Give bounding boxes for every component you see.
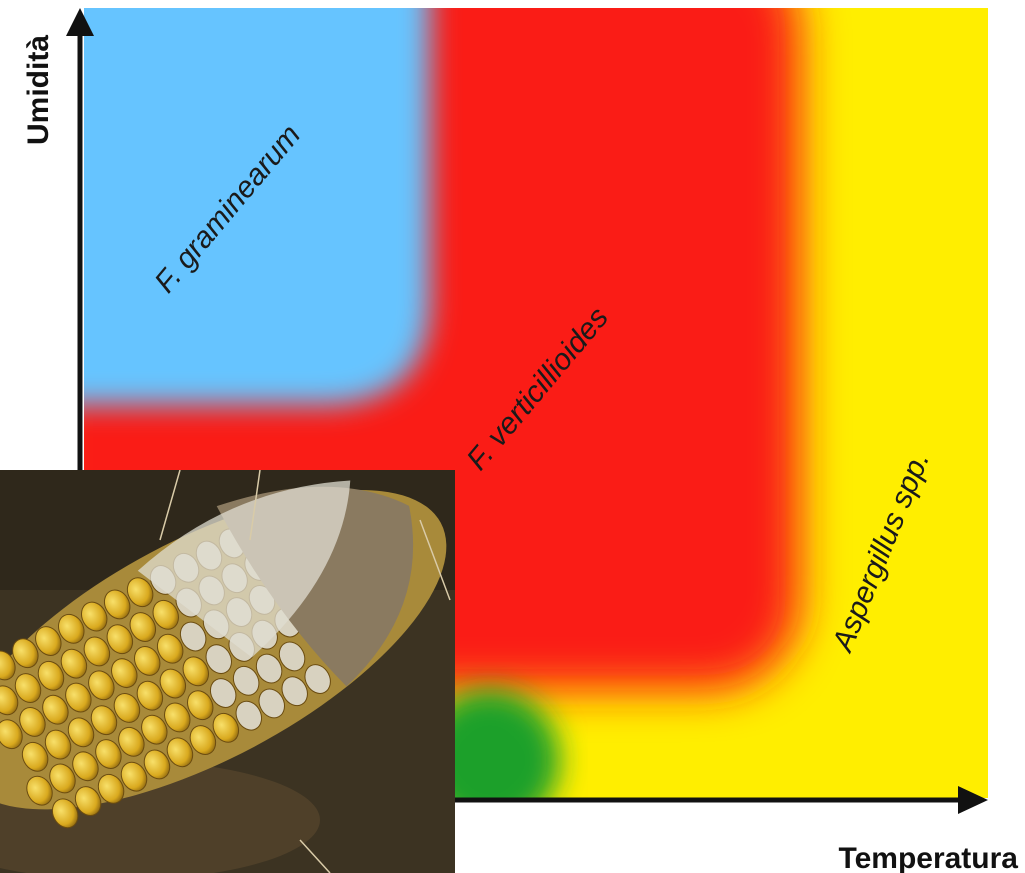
page: {"axes": {"y_label": "Umidità", "x_label… — [0, 0, 1025, 873]
y-axis-label: Umidità — [22, 35, 55, 145]
x-axis-label: Temperatura — [838, 842, 1018, 873]
corn-photo — [0, 417, 492, 873]
diagram: Umidità Temperatura F. graminearum F. ve… — [0, 0, 1025, 873]
